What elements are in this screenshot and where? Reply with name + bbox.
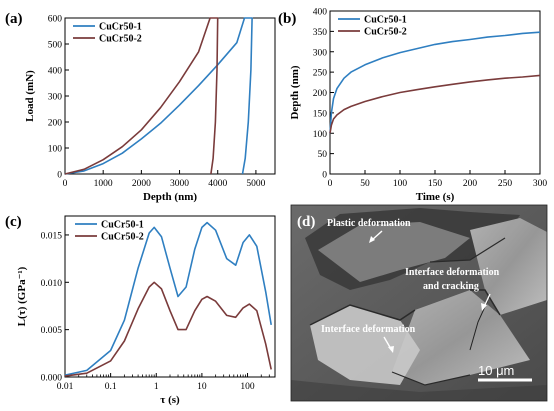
series-line-a-2 xyxy=(64,17,219,175)
x-tick-label-c: 10 xyxy=(197,382,207,392)
y-tick-label-b: 350 xyxy=(313,28,328,38)
x-tick-label-c: 1 xyxy=(154,382,159,392)
y-tick-label-b: 300 xyxy=(313,48,328,58)
annotation-interface-cracking-line2: and cracking xyxy=(423,281,479,292)
legend-label-a-2: CuCr50-2 xyxy=(99,34,142,45)
annotation-interface-deformation: Interface deformation xyxy=(321,324,416,335)
y-tick-label-b: 100 xyxy=(313,130,328,140)
legend-label-b-1: CuCr50-1 xyxy=(364,15,407,26)
annotation-plastic-deformation: Plastic deformation xyxy=(327,218,411,229)
legend-label-a-1: CuCr50-1 xyxy=(99,22,142,33)
x-tick-label-a: 4000 xyxy=(208,179,227,189)
y-tick-label-b: 400 xyxy=(313,8,328,18)
y-tick-label-c: 0.015 xyxy=(41,231,63,241)
y-tick-label-a: 400 xyxy=(48,67,63,77)
arrow-plastic xyxy=(371,230,383,241)
y-tick-label-c: 0.000 xyxy=(41,374,63,384)
sem-micrograph xyxy=(291,205,547,401)
x-axis-label-b: Time (s) xyxy=(416,191,455,203)
y-axis-label-a: Load (mN) xyxy=(24,70,36,122)
y-tick-label-b: 250 xyxy=(313,69,328,79)
y-axis-label-c: L(τ) (GPa⁻¹) xyxy=(16,266,28,326)
y-tick-label-b: 50 xyxy=(318,150,328,160)
y-tick-label-a: 0 xyxy=(57,171,62,181)
x-tick-label-c: 0.01 xyxy=(57,382,74,392)
arrowhead-cracking xyxy=(481,303,487,311)
x-axis-label-c: τ (s) xyxy=(160,394,180,406)
chart-panel-c: 0.01 0.1 1 10 100 0.000 0.005 0.010 0.015 τ (s) L(… xyxy=(16,215,276,406)
series-line-b-2 xyxy=(329,74,541,134)
x-tick-label-a: 2000 xyxy=(132,179,151,189)
x-tick-label-a: 3000 xyxy=(170,179,189,189)
x-tick-label-a: 5000 xyxy=(246,179,265,189)
annotation-interface-cracking-line1: Interface deformation xyxy=(405,267,500,278)
scale-bar-label: 10 μm xyxy=(478,363,514,378)
chart-panel-a: 0 1000 2000 3000 4000 5000 0 100 200 300 400 500 600… xyxy=(24,15,276,203)
x-tick-label-b: 0 xyxy=(328,179,333,189)
y-tick-label-a: 200 xyxy=(48,119,63,129)
y-tick-label-c: 0.010 xyxy=(41,279,63,289)
x-tick-label-b: 100 xyxy=(393,179,408,189)
legend-label-b-2: CuCr50-2 xyxy=(364,27,407,38)
arrowhead-plastic xyxy=(369,236,375,243)
series-line-b-1 xyxy=(329,31,541,134)
x-tick-label-c: 100 xyxy=(240,382,255,392)
chart-panel-b: 0 50 100 150 200 250 300 0 50 100 150 200 250 300 350 4… xyxy=(289,8,547,204)
y-tick-label-b: 150 xyxy=(313,109,328,119)
x-tick-label-a: 0 xyxy=(63,179,68,189)
arrowhead-interface xyxy=(388,346,394,353)
legend-label-c-2: CuCr50-2 xyxy=(101,232,144,243)
y-axis-label-b: Depth (nm) xyxy=(289,65,301,119)
y-tick-label-a: 500 xyxy=(48,41,63,51)
x-tick-label-b: 200 xyxy=(463,179,478,189)
panel-b-letter: (b) xyxy=(278,11,296,27)
x-tick-label-b: 50 xyxy=(360,179,370,189)
panel-a-letter: (a) xyxy=(5,11,23,27)
y-tick-label-a: 100 xyxy=(48,145,63,155)
y-tick-label-a: 300 xyxy=(48,93,63,103)
x-tick-label-b: 250 xyxy=(498,179,513,189)
y-tick-label-a: 600 xyxy=(48,15,63,25)
legend-label-c-1: CuCr50-1 xyxy=(101,220,144,231)
plot-frame-c xyxy=(64,215,276,378)
x-tick-label-b: 300 xyxy=(533,179,548,189)
y-tick-label-b: 0 xyxy=(322,171,327,181)
x-tick-label-a: 1000 xyxy=(94,179,113,189)
x-tick-label-c: 0.1 xyxy=(105,382,117,392)
x-tick-label-b: 150 xyxy=(428,179,443,189)
x-axis-label-a: Depth (nm) xyxy=(143,191,197,203)
panel-c-letter: (c) xyxy=(5,214,22,230)
series-line-c-2 xyxy=(64,281,272,377)
panel-d-letter: (d) xyxy=(297,214,315,230)
sem-frame xyxy=(290,204,548,402)
series-line-c-1 xyxy=(64,221,272,376)
y-tick-label-c: 0.005 xyxy=(41,326,63,336)
y-tick-label-b: 200 xyxy=(313,89,328,99)
series-line-a-1 xyxy=(64,17,253,175)
